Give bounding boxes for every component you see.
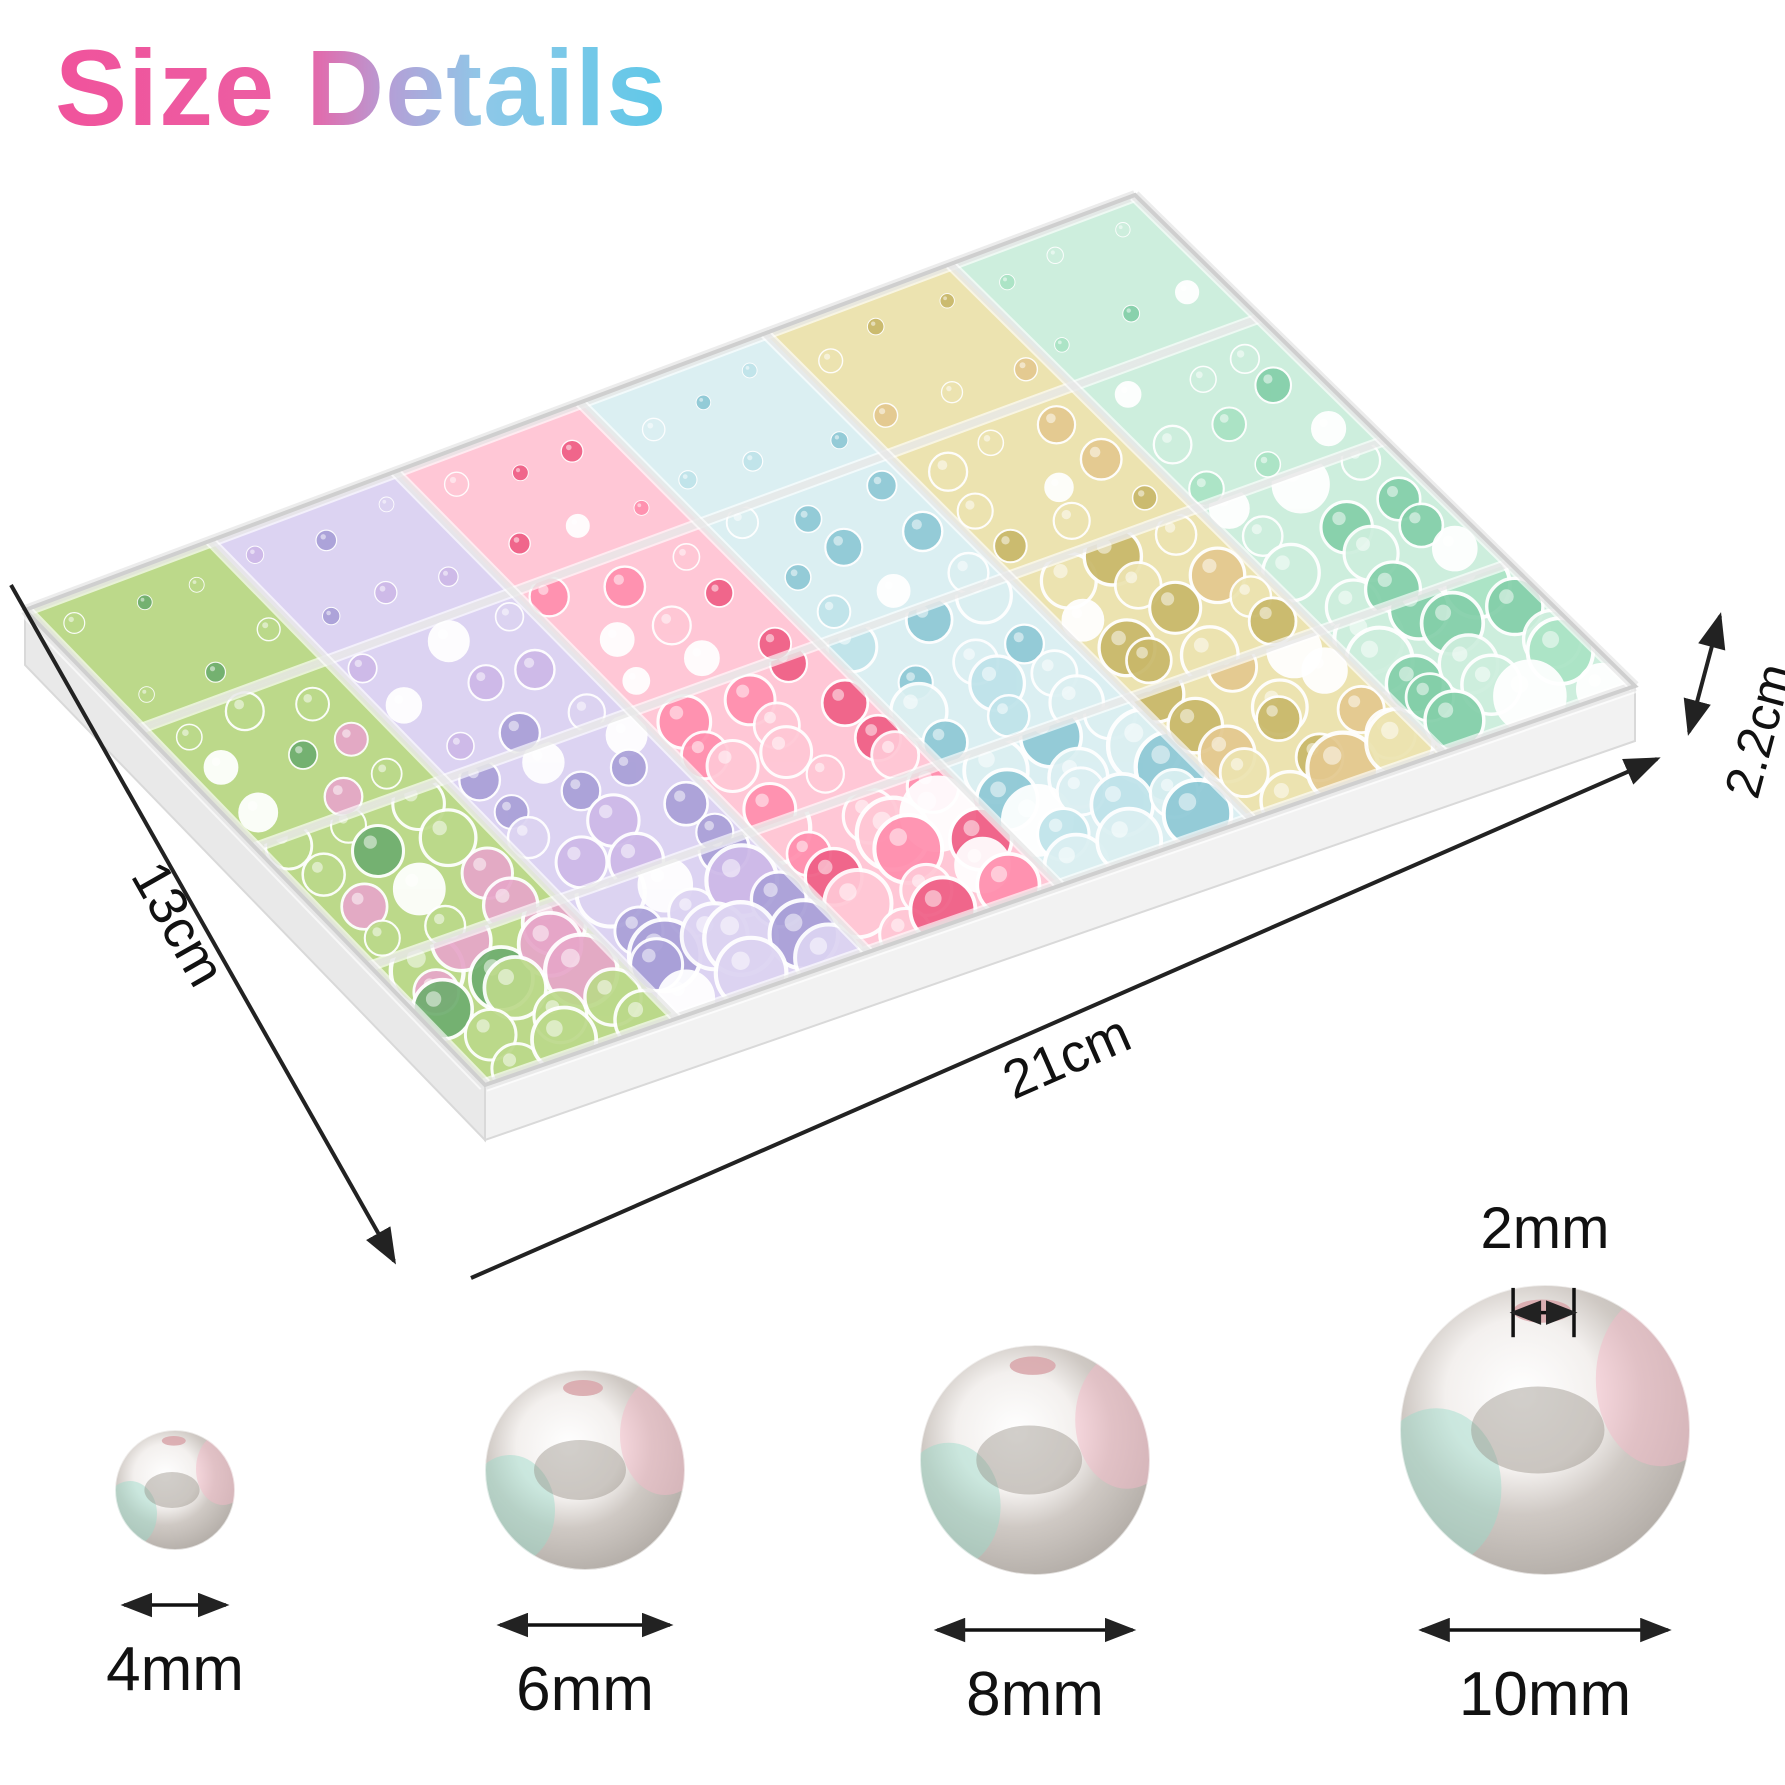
svg-text:10mm: 10mm: [1459, 1660, 1631, 1729]
svg-text:2mm: 2mm: [1481, 1196, 1610, 1261]
svg-text:8mm: 8mm: [966, 1660, 1104, 1729]
svg-text:6mm: 6mm: [516, 1655, 654, 1724]
svg-text:13cm: 13cm: [120, 852, 237, 996]
svg-text:2.2cm: 2.2cm: [1714, 658, 1785, 804]
svg-text:4mm: 4mm: [106, 1635, 244, 1704]
